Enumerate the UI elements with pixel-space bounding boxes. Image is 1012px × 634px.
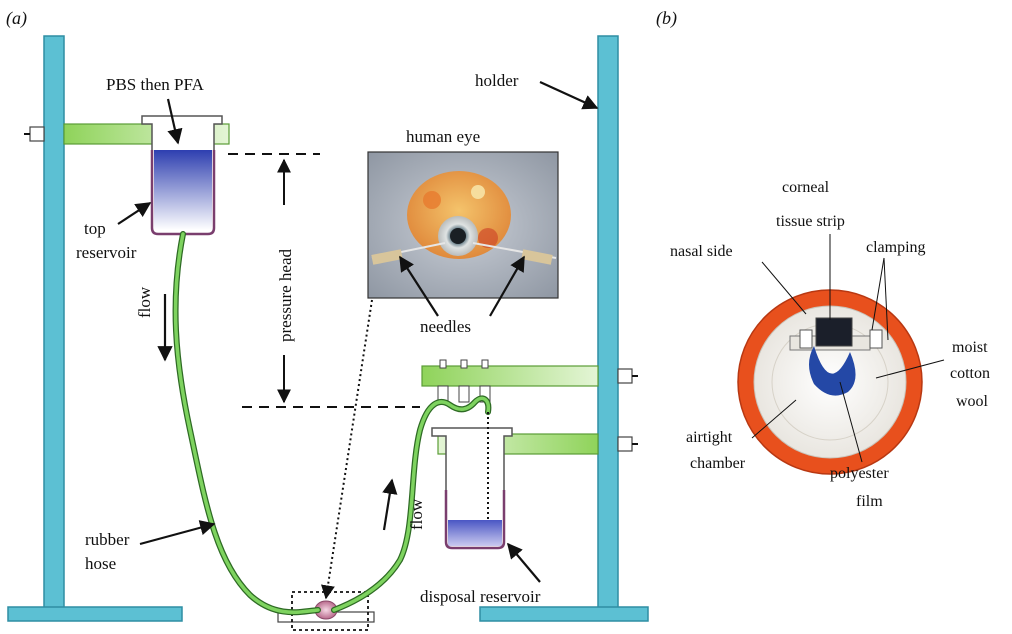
flow-left-label: flow [135, 286, 154, 318]
rubber-hose-arrow [139, 520, 216, 546]
human-eye-label: human eye [406, 127, 480, 146]
corneal-label-2: tissue strip [776, 213, 845, 230]
needles-arrow-right [489, 255, 525, 317]
disposal-reservoir-label: disposal reservoir [420, 587, 541, 606]
needles-arrow-left [399, 255, 439, 317]
panel-b-label: (b) [656, 8, 677, 29]
pbs-pfa-label: PBS then PFA [106, 75, 205, 94]
corneal-tissue-strip [789, 317, 883, 396]
top-reservoir-label-2: reservoir [76, 243, 137, 262]
polyester-label-1: polyester [830, 465, 889, 482]
airtight-label-2: chamber [690, 455, 746, 472]
corneal-label-1: corneal [782, 179, 830, 196]
nasal-side-label: nasal side [670, 243, 733, 260]
clamping-leader-1 [871, 257, 885, 331]
human-eye-photo [367, 151, 559, 299]
airtight-label-1: airtight [686, 429, 733, 446]
moist-label-1: moist [952, 339, 988, 356]
rubber-hose-label-1: rubber [85, 530, 130, 549]
clamping-label: clamping [866, 239, 926, 256]
moist-leader [875, 359, 945, 379]
flow-right-label: flow [407, 498, 426, 530]
moist-label-2: cotton [950, 365, 990, 382]
pressure-head-label: pressure head [276, 249, 295, 342]
nasal-side-leader [761, 261, 807, 315]
polyester-label-2: film [856, 493, 883, 510]
eye-zoom-line [321, 299, 373, 600]
clamping-leader-2 [883, 257, 889, 341]
rubber-hose-label-2: hose [85, 554, 116, 573]
panel-a-label: (a) [6, 8, 27, 29]
disposal-reservoir-arrow [507, 542, 541, 583]
holder-arrow [539, 80, 599, 110]
needles-label: needles [420, 317, 471, 336]
disposal-reservoir [431, 427, 513, 550]
left-stand [7, 35, 183, 622]
needle-arm [421, 359, 599, 403]
moist-label-3: wool [956, 393, 989, 410]
airtight-leader [751, 399, 797, 439]
pbs-pfa-arrow [166, 98, 183, 145]
right-stand [479, 35, 649, 622]
top-reservoir [141, 115, 223, 236]
top-reservoir-label-1: top [84, 219, 106, 238]
flow-right-arrow [382, 478, 398, 531]
top-reservoir-arrow [117, 202, 152, 225]
polyester-leader [839, 381, 863, 463]
holder-label: holder [475, 71, 519, 90]
